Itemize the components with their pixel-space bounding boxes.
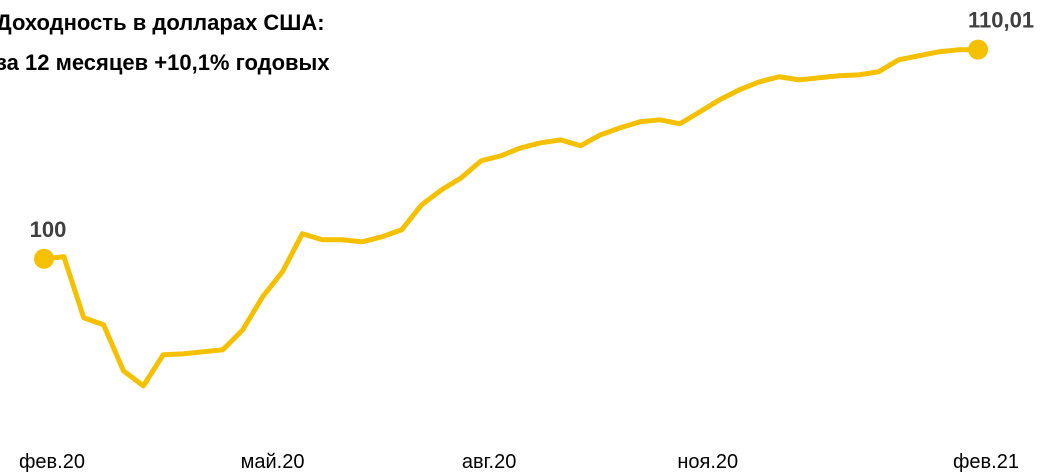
x-tick-label: фев.20: [19, 451, 85, 473]
x-tick-label: фев.21: [953, 451, 1019, 473]
line: [43, 47, 979, 389]
x-tick-label: ноя.20: [677, 451, 738, 473]
end-marker: [34, 248, 54, 269]
data-label: 110,01: [968, 8, 1034, 33]
data-label: 100: [30, 217, 67, 242]
x-tick-label: авг.20: [462, 451, 516, 473]
chart-title: Доходность в долларах США:: [0, 10, 325, 35]
x-tick-label: май.20: [241, 451, 305, 473]
end-marker: [968, 39, 988, 60]
chart-title: за 12 месяцев +10,1% годовых: [0, 50, 330, 75]
